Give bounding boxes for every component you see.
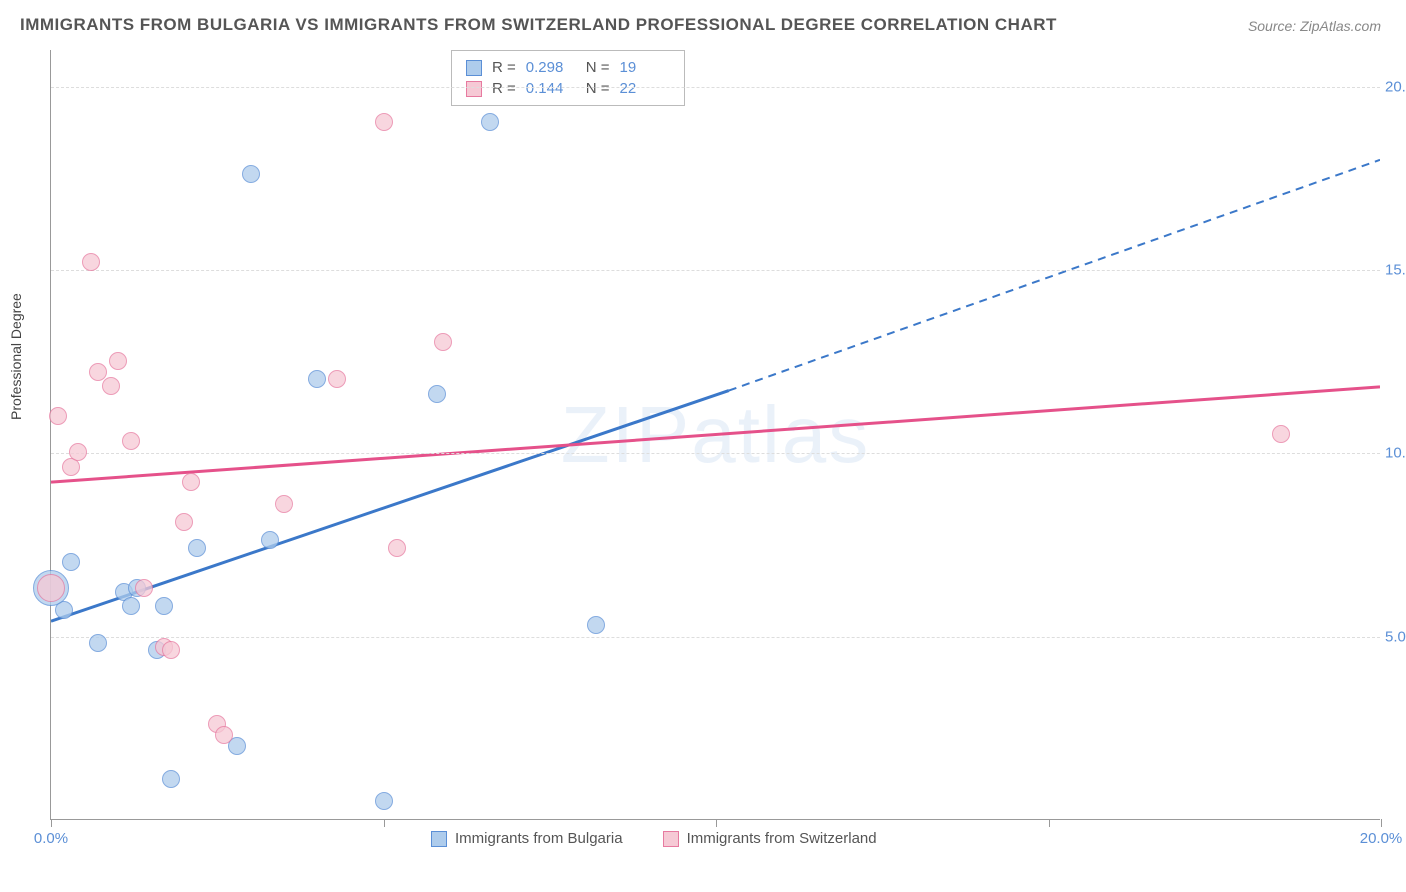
- n-value: 22: [620, 80, 670, 97]
- scatter-point-switzerland: [215, 726, 233, 744]
- swatch-icon: [466, 81, 482, 97]
- source-attribution: Source: ZipAtlas.com: [1248, 18, 1381, 34]
- chart-title: IMMIGRANTS FROM BULGARIA VS IMMIGRANTS F…: [20, 15, 1057, 35]
- swatch-icon: [431, 831, 447, 847]
- scatter-point-switzerland: [109, 352, 127, 370]
- scatter-point-bulgaria: [308, 370, 326, 388]
- gridline: [51, 453, 1380, 454]
- scatter-point-switzerland: [388, 539, 406, 557]
- legend-label: Immigrants from Bulgaria: [455, 830, 623, 847]
- scatter-point-switzerland: [375, 113, 393, 131]
- scatter-point-bulgaria: [89, 634, 107, 652]
- x-tick-label: 0.0%: [34, 830, 68, 847]
- scatter-point-switzerland: [434, 333, 452, 351]
- r-label: R =: [492, 59, 516, 76]
- y-tick-label: 10.0%: [1385, 445, 1406, 462]
- scatter-point-switzerland: [102, 377, 120, 395]
- r-value: 0.298: [526, 59, 576, 76]
- x-tick: [384, 819, 385, 827]
- scatter-point-bulgaria: [162, 770, 180, 788]
- legend-item-switzerland: Immigrants from Switzerland: [663, 830, 877, 847]
- r-label: R =: [492, 80, 516, 97]
- scatter-point-switzerland: [89, 363, 107, 381]
- scatter-point-bulgaria: [587, 616, 605, 634]
- y-tick-label: 5.0%: [1385, 628, 1406, 645]
- scatter-point-switzerland: [162, 641, 180, 659]
- x-tick: [1049, 819, 1050, 827]
- scatter-point-switzerland: [175, 513, 193, 531]
- scatter-point-bulgaria: [188, 539, 206, 557]
- scatter-point-switzerland: [275, 495, 293, 513]
- swatch-icon: [663, 831, 679, 847]
- watermark: ZIPatlas: [561, 389, 870, 481]
- scatter-point-switzerland: [328, 370, 346, 388]
- scatter-point-bulgaria: [242, 165, 260, 183]
- x-tick-label: 20.0%: [1360, 830, 1403, 847]
- r-value: 0.144: [526, 80, 576, 97]
- scatter-point-switzerland: [135, 579, 153, 597]
- scatter-point-bulgaria: [62, 553, 80, 571]
- y-tick-label: 15.0%: [1385, 262, 1406, 279]
- stat-row-switzerland: R = 0.144 N = 22: [466, 78, 670, 99]
- correlation-stats-box: R = 0.298 N = 19 R = 0.144 N = 22: [451, 50, 685, 106]
- gridline: [51, 637, 1380, 638]
- scatter-point-switzerland: [69, 443, 87, 461]
- legend: Immigrants from Bulgaria Immigrants from …: [431, 830, 877, 847]
- n-value: 19: [620, 59, 670, 76]
- legend-label: Immigrants from Switzerland: [687, 830, 877, 847]
- n-label: N =: [586, 59, 610, 76]
- scatter-point-bulgaria: [261, 531, 279, 549]
- y-axis-label: Professional Degree: [8, 293, 24, 420]
- plot-area: ZIPatlas R =0.298N =19R =0.144N =22 Immi…: [50, 50, 1380, 820]
- scatter-point-switzerland: [122, 432, 140, 450]
- stat-row-bulgaria: R = 0.298 N = 19: [466, 57, 670, 78]
- scatter-point-bulgaria: [122, 597, 140, 615]
- scatter-point-bulgaria: [375, 792, 393, 810]
- scatter-point-switzerland: [37, 574, 65, 602]
- gridline: [51, 87, 1380, 88]
- gridline: [51, 270, 1380, 271]
- scatter-point-switzerland: [182, 473, 200, 491]
- legend-item-bulgaria: Immigrants from Bulgaria: [431, 830, 623, 847]
- scatter-point-switzerland: [82, 253, 100, 271]
- scatter-point-switzerland: [49, 407, 67, 425]
- x-tick: [716, 819, 717, 827]
- n-label: N =: [586, 80, 610, 97]
- scatter-point-switzerland: [1272, 425, 1290, 443]
- scatter-point-bulgaria: [428, 385, 446, 403]
- x-tick: [1381, 819, 1382, 827]
- x-tick: [51, 819, 52, 827]
- y-tick-label: 20.0%: [1385, 78, 1406, 95]
- swatch-icon: [466, 60, 482, 76]
- scatter-point-bulgaria: [481, 113, 499, 131]
- scatter-point-bulgaria: [155, 597, 173, 615]
